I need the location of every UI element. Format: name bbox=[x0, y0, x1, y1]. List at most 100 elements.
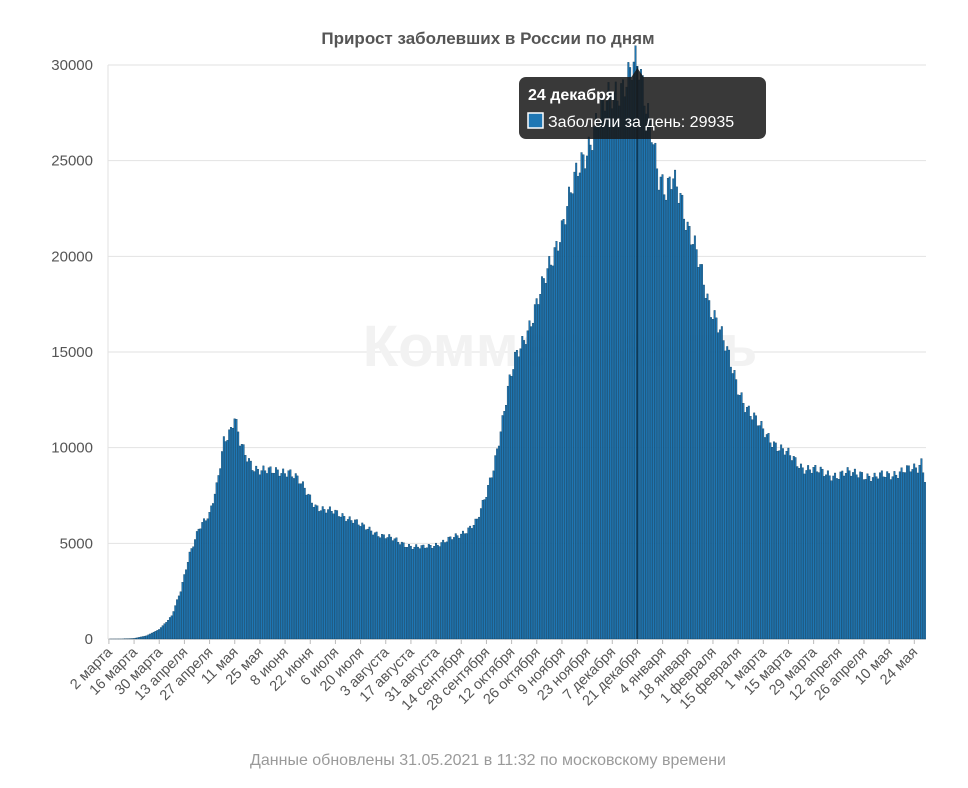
bar[interactable] bbox=[907, 465, 910, 640]
bar[interactable] bbox=[555, 241, 558, 640]
bar[interactable] bbox=[517, 356, 520, 640]
bar[interactable] bbox=[871, 477, 874, 640]
bar[interactable] bbox=[237, 431, 240, 640]
bar[interactable] bbox=[553, 247, 556, 640]
bar[interactable] bbox=[210, 505, 213, 640]
bar[interactable] bbox=[307, 493, 310, 640]
bar[interactable] bbox=[319, 510, 322, 640]
bar[interactable] bbox=[648, 117, 651, 640]
bar[interactable] bbox=[753, 412, 756, 640]
bar[interactable] bbox=[138, 637, 141, 640]
bar[interactable] bbox=[542, 278, 545, 640]
bar[interactable] bbox=[483, 499, 486, 640]
bar[interactable] bbox=[406, 547, 409, 640]
bar[interactable] bbox=[352, 522, 355, 640]
bar[interactable] bbox=[316, 505, 319, 640]
bar[interactable] bbox=[826, 470, 829, 640]
bar[interactable] bbox=[505, 405, 508, 640]
bar[interactable] bbox=[785, 450, 788, 640]
bar[interactable] bbox=[906, 465, 908, 640]
bar[interactable] bbox=[841, 470, 844, 640]
bar[interactable] bbox=[382, 534, 385, 640]
bar[interactable] bbox=[503, 411, 506, 640]
bar[interactable] bbox=[323, 509, 326, 640]
bar[interactable] bbox=[426, 547, 428, 640]
bar[interactable] bbox=[303, 487, 306, 640]
bar[interactable] bbox=[217, 475, 220, 640]
bar[interactable] bbox=[611, 108, 614, 640]
bar[interactable] bbox=[361, 522, 364, 640]
bar[interactable] bbox=[792, 456, 795, 640]
bar[interactable] bbox=[681, 194, 684, 640]
bar[interactable] bbox=[524, 344, 527, 640]
bar[interactable] bbox=[397, 541, 400, 640]
bar[interactable] bbox=[778, 450, 781, 640]
bar[interactable] bbox=[643, 105, 646, 640]
bar[interactable] bbox=[280, 473, 283, 640]
bar[interactable] bbox=[774, 442, 777, 640]
bar[interactable] bbox=[794, 457, 797, 640]
bar[interactable] bbox=[659, 176, 662, 640]
bar[interactable] bbox=[677, 202, 680, 640]
bar[interactable] bbox=[731, 373, 734, 640]
bar[interactable] bbox=[348, 516, 351, 640]
bar[interactable] bbox=[674, 169, 677, 640]
bar[interactable] bbox=[764, 437, 766, 640]
bar[interactable] bbox=[609, 93, 612, 640]
bar[interactable] bbox=[557, 250, 560, 640]
bar[interactable] bbox=[375, 531, 378, 640]
bar[interactable] bbox=[384, 538, 387, 640]
bar[interactable] bbox=[231, 427, 234, 640]
bar[interactable] bbox=[400, 541, 403, 640]
bar[interactable] bbox=[742, 403, 745, 640]
bar[interactable] bbox=[267, 467, 270, 640]
bar[interactable] bbox=[339, 516, 342, 640]
bar[interactable] bbox=[652, 144, 655, 640]
bar[interactable] bbox=[515, 349, 518, 640]
bar[interactable] bbox=[537, 304, 540, 640]
bar[interactable] bbox=[857, 477, 860, 640]
bar[interactable] bbox=[174, 605, 177, 640]
bar[interactable] bbox=[623, 96, 626, 640]
bar[interactable] bbox=[684, 229, 687, 640]
bar[interactable] bbox=[310, 502, 313, 640]
bar[interactable] bbox=[487, 485, 490, 640]
bar[interactable] bbox=[255, 465, 258, 640]
bar[interactable] bbox=[762, 428, 765, 640]
bar[interactable] bbox=[900, 467, 903, 640]
bar[interactable] bbox=[506, 385, 509, 640]
bar[interactable] bbox=[226, 440, 229, 640]
bar[interactable] bbox=[519, 348, 522, 640]
bar[interactable] bbox=[246, 461, 249, 640]
bar[interactable] bbox=[790, 460, 793, 640]
bar[interactable] bbox=[600, 96, 603, 640]
bar[interactable] bbox=[271, 472, 274, 640]
bar[interactable] bbox=[798, 468, 801, 640]
bar[interactable] bbox=[560, 220, 563, 640]
bar[interactable] bbox=[533, 304, 536, 640]
bar[interactable] bbox=[787, 447, 790, 640]
bar[interactable] bbox=[835, 478, 838, 640]
bar[interactable] bbox=[758, 425, 761, 640]
bar[interactable] bbox=[638, 79, 641, 640]
bar[interactable] bbox=[830, 480, 833, 640]
bar[interactable] bbox=[848, 470, 851, 640]
bar[interactable] bbox=[440, 542, 443, 640]
bar[interactable] bbox=[737, 394, 739, 640]
bar[interactable] bbox=[156, 630, 159, 640]
bar[interactable] bbox=[266, 473, 268, 640]
bar[interactable] bbox=[215, 482, 218, 640]
bar[interactable] bbox=[499, 431, 502, 640]
bar[interactable] bbox=[695, 249, 698, 640]
bar[interactable] bbox=[909, 471, 912, 640]
bar[interactable] bbox=[150, 632, 153, 640]
bar[interactable] bbox=[334, 509, 337, 640]
bar[interactable] bbox=[429, 545, 432, 640]
bar[interactable] bbox=[656, 168, 659, 640]
bar[interactable] bbox=[630, 79, 633, 640]
bar[interactable] bbox=[924, 482, 926, 640]
bar[interactable] bbox=[354, 519, 357, 640]
bar[interactable] bbox=[490, 477, 493, 640]
bar[interactable] bbox=[472, 525, 475, 640]
bar[interactable] bbox=[296, 475, 299, 640]
